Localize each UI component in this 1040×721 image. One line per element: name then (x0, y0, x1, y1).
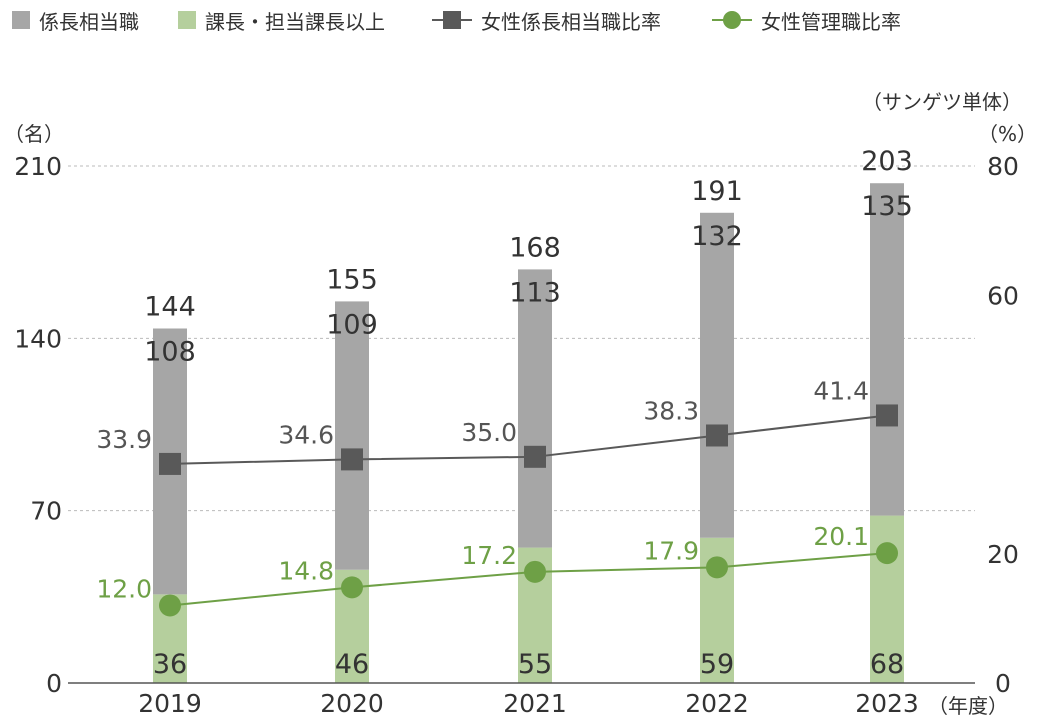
left-axis-tick: 70 (30, 497, 62, 526)
kacho-value-label: 36 (153, 649, 187, 680)
x-axis-tick: 2022 (685, 689, 749, 718)
right-axis-tick: 60 (987, 281, 1019, 310)
ratio-label-manager: 17.9 (643, 536, 699, 565)
legend-item-kakaricho: 係長相当職 (12, 8, 139, 34)
total-label: 168 (509, 232, 561, 263)
marker-circle (159, 594, 181, 617)
total-label: 144 (144, 291, 196, 322)
legend-label: 課長・担当課長以上 (205, 9, 385, 34)
left-axis-tick: 140 (14, 324, 62, 353)
bar-kakaricho (700, 212, 734, 538)
total-label: 191 (691, 176, 743, 207)
legend-label: 女性管理職比率 (761, 9, 901, 34)
x-axis-tick: 2019 (138, 689, 202, 718)
line-square-marker-icon (432, 11, 472, 29)
total-label: 203 (861, 146, 913, 177)
ratio-label-manager: 20.1 (813, 522, 869, 551)
marker-circle (706, 556, 728, 579)
total-label: 155 (326, 264, 378, 295)
ratio-label-manager: 17.2 (461, 541, 517, 570)
right-axis-tick: 80 (987, 152, 1019, 181)
x-axis-tick: 2021 (503, 689, 567, 718)
left-axis-tick: 0 (46, 669, 62, 698)
ratio-label-kakaricho: 38.3 (643, 396, 699, 425)
green-square-icon (178, 11, 196, 29)
marker-square (524, 445, 546, 468)
bar-kakaricho (518, 269, 552, 548)
marker-square (341, 448, 363, 471)
legend-item-female-manager-ratio: 女性管理職比率 (712, 8, 901, 34)
kacho-value-label: 55 (518, 649, 552, 680)
marker-square (876, 404, 898, 427)
x-axis-unit: （年度） (928, 694, 1008, 718)
kakaricho-value-label: 113 (509, 277, 561, 308)
line-circle-marker-icon (712, 11, 752, 29)
kacho-value-label: 68 (870, 649, 904, 680)
ratio-label-kakaricho: 35.0 (461, 418, 517, 447)
kakaricho-value-label: 135 (861, 191, 913, 222)
ratio-label-kakaricho: 34.6 (278, 420, 334, 449)
x-axis-tick: 2023 (855, 689, 919, 718)
kakaricho-value-label: 132 (691, 221, 743, 252)
left-axis-unit: （名） (4, 122, 64, 146)
ratio-label-kakaricho: 41.4 (813, 376, 869, 405)
kacho-value-label: 59 (700, 649, 734, 680)
ratio-label-manager: 14.8 (278, 556, 334, 585)
bar-kakaricho (335, 301, 369, 570)
marker-square (706, 424, 728, 447)
right-axis-unit: （%） (978, 122, 1038, 146)
legend-item-female-kakaricho-ratio: 女性係長相当職比率 (432, 8, 661, 34)
kakaricho-value-label: 108 (144, 336, 196, 367)
x-axis-tick: 2020 (320, 689, 384, 718)
legend-label: 係長相当職 (39, 9, 139, 34)
gray-square-icon (12, 11, 30, 29)
right-axis-tick: 20 (987, 540, 1019, 569)
marker-circle (876, 542, 898, 565)
kacho-value-label: 46 (335, 649, 369, 680)
ratio-label-manager: 12.0 (96, 574, 152, 603)
legend-item-kacho: 課長・担当課長以上 (178, 8, 385, 34)
left-axis-tick: 210 (14, 152, 62, 181)
marker-circle (524, 560, 546, 583)
marker-circle (341, 576, 363, 599)
ratio-label-kakaricho: 33.9 (96, 425, 152, 454)
scope-note: （サンゲツ単体） (862, 90, 1022, 114)
kakaricho-value-label: 109 (326, 309, 378, 340)
marker-square (159, 452, 181, 475)
legend-label: 女性係長相当職比率 (481, 9, 661, 34)
right-axis-tick: 0 (995, 669, 1011, 698)
bar-kakaricho (870, 183, 904, 516)
